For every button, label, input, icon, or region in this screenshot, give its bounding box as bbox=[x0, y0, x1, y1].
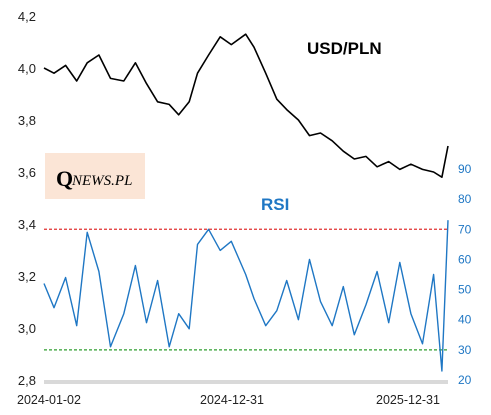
left-tick-label: 2,8 bbox=[18, 373, 36, 388]
right-tick-label: 40 bbox=[458, 313, 472, 327]
left-axis-ticks: 2,8 3,0 3,2 3,4 3,6 3,8 4,0 4,2 bbox=[18, 9, 36, 388]
logo-text: NEWS.PL bbox=[71, 173, 132, 189]
logo-background bbox=[45, 153, 145, 199]
usdpln-title: USD/PLN bbox=[307, 39, 382, 58]
left-tick-label: 3,8 bbox=[18, 113, 36, 128]
x-tick-label: 2025-12-31 bbox=[376, 393, 440, 407]
left-tick-label: 3,0 bbox=[18, 321, 36, 336]
x-axis-ticks: 2024-01-02 2024-12-31 2025-12-31 bbox=[17, 393, 440, 407]
right-tick-label: 70 bbox=[458, 222, 472, 236]
left-tick-label: 4,2 bbox=[18, 9, 36, 24]
rsi-series-line bbox=[43, 220, 449, 372]
right-tick-label: 80 bbox=[458, 192, 472, 206]
right-tick-label: 50 bbox=[458, 283, 472, 297]
right-tick-label: 60 bbox=[458, 252, 472, 266]
left-tick-label: 3,4 bbox=[18, 217, 36, 232]
x-axis-band bbox=[44, 380, 448, 384]
left-tick-label: 4,0 bbox=[18, 61, 36, 76]
left-tick-label: 3,6 bbox=[18, 165, 36, 180]
right-axis-ticks: 20 30 40 50 60 70 80 90 bbox=[458, 162, 472, 387]
qnews-logo: Q NEWS.PL bbox=[45, 153, 145, 199]
rsi-title: RSI bbox=[261, 195, 289, 214]
right-tick-label: 20 bbox=[458, 373, 472, 387]
left-tick-label: 3,2 bbox=[18, 269, 36, 284]
usdpln-series-line bbox=[43, 33, 449, 178]
right-tick-label: 90 bbox=[458, 162, 472, 176]
x-tick-label: 2024-12-31 bbox=[200, 393, 264, 407]
right-tick-label: 30 bbox=[458, 343, 472, 357]
x-tick-label: 2024-01-02 bbox=[17, 393, 81, 407]
logo-q: Q bbox=[56, 166, 73, 191]
